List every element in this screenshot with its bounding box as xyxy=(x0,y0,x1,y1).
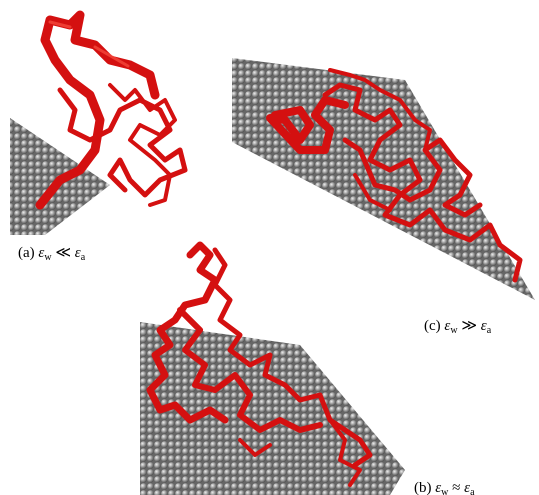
panel-c xyxy=(232,58,535,300)
subscript: a xyxy=(81,252,86,263)
subscript: a xyxy=(487,325,492,336)
polymer xyxy=(40,15,155,205)
caption-b: (b) εw ≈ εa xyxy=(414,480,475,495)
relation: ≈ xyxy=(452,480,460,495)
caption-tag: (b) xyxy=(414,480,432,495)
surface xyxy=(232,58,535,300)
caption-tag: (a) xyxy=(18,245,35,261)
panel-a xyxy=(10,15,185,235)
caption-c: (c) εw ≫ εa xyxy=(424,318,492,336)
relation: ≪ xyxy=(55,245,71,261)
figure: (a) εw ≪ εa (c) εw ≫ εa (b) εw ≈ εa xyxy=(0,0,539,495)
caption-tag: (c) xyxy=(424,318,441,334)
relation: ≫ xyxy=(461,318,477,334)
subscript: a xyxy=(470,487,475,495)
panel-b xyxy=(140,245,405,495)
caption-a: (a) εw ≪ εa xyxy=(18,245,86,263)
